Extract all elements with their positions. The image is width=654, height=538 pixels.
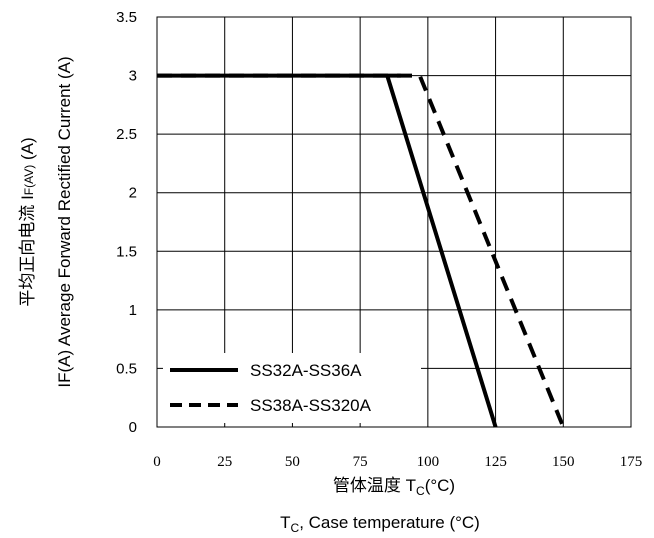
legend-box: [163, 353, 421, 423]
x-tick-label: 25: [217, 454, 232, 470]
x-tick-label: 125: [484, 454, 507, 470]
x-tick-label: 0: [153, 454, 161, 470]
y-tick-label: 0.5: [116, 360, 137, 377]
x-tick-label: 50: [285, 454, 300, 470]
legend-label-series-2: SS38A-SS320A: [250, 396, 372, 415]
x-tick-labels: 0 25 50 75 100 125 150 175: [153, 454, 642, 470]
y-tick-label: 1.5: [116, 243, 137, 260]
legend-label-series-1: SS32A-SS36A: [250, 361, 362, 380]
series-line-2: [157, 73, 566, 428]
x-tick-label: 175: [620, 454, 643, 470]
x-axis-title-cn: 管体温度 TC(°C): [333, 476, 455, 498]
x-tick-label: 100: [417, 454, 440, 470]
y-tick-label: 2.5: [116, 126, 137, 143]
y-tick-label: 3.5: [116, 9, 137, 26]
y-tick-label: 2: [129, 185, 137, 202]
y-tick-label: 1: [129, 302, 137, 319]
x-tick-label: 150: [552, 454, 575, 470]
x-axis-title-en: TC, Case temperature (°C): [280, 513, 480, 535]
y-tick-label: 0: [129, 419, 137, 436]
y-tick-label: 3: [129, 68, 137, 85]
y-axis-title-cn: 平均正向电流 IF(AV) (A): [18, 137, 37, 306]
series-lines: [157, 73, 566, 428]
legend: SS32A-SS36A SS38A-SS320A: [163, 353, 421, 423]
y-tick-labels: 0 0.5 1 1.5 2 2.5 3 3.5: [116, 9, 137, 436]
y-axis-title-en: IF(A) Average Forward Rectified Current …: [55, 56, 74, 387]
x-tick-label: 75: [353, 454, 368, 470]
